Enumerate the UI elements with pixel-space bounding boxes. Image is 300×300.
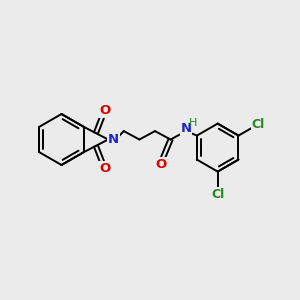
- Text: N: N: [108, 133, 119, 146]
- Text: N: N: [181, 122, 192, 135]
- Text: Cl: Cl: [251, 118, 265, 131]
- Text: Cl: Cl: [211, 188, 224, 201]
- Text: H: H: [189, 118, 197, 128]
- Text: O: O: [155, 158, 167, 171]
- Text: O: O: [99, 104, 110, 117]
- Text: O: O: [99, 162, 110, 175]
